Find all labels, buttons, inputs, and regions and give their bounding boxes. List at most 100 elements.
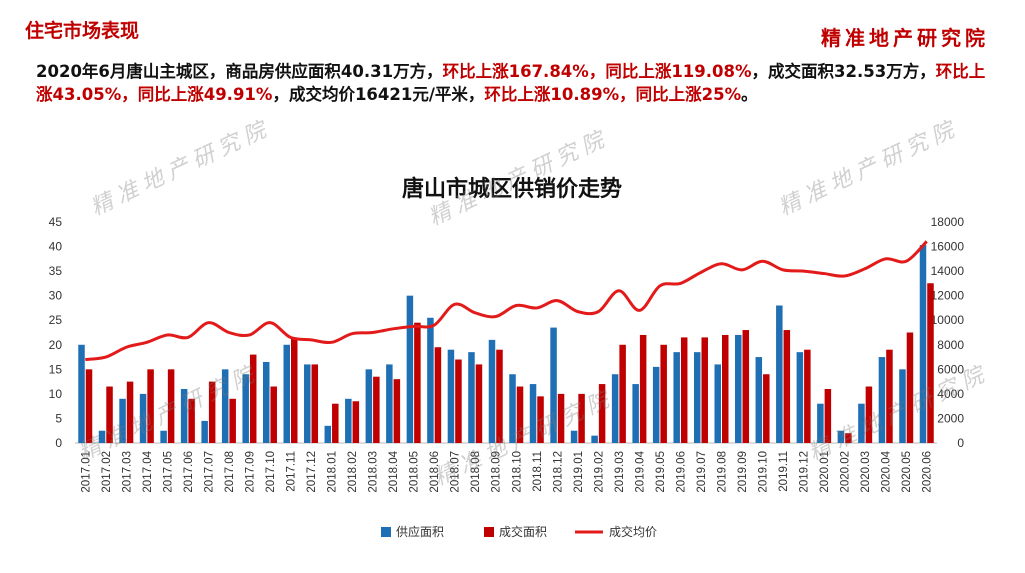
bar-deal-area: [742, 330, 750, 443]
x-tick-label: 2019.04: [634, 450, 646, 492]
x-tick-label: 2017.07: [203, 451, 215, 493]
bar-deal-area: [147, 369, 154, 443]
bar-supply: [201, 420, 208, 443]
summary-part-7: 。: [741, 85, 758, 104]
x-tick-label: 2019.03: [614, 451, 626, 493]
y-left-tick-label: 15: [49, 362, 63, 376]
bar-supply: [878, 357, 886, 443]
x-tick-label: 2018.11: [532, 451, 544, 492]
bar-supply: [591, 435, 598, 443]
bar-deal-area: [701, 337, 708, 443]
x-tick-label: 2020.03: [860, 451, 872, 493]
x-tick-label: 2019.02: [593, 451, 605, 493]
y-right-tick-label: 10000: [931, 313, 965, 327]
bar-supply: [919, 245, 927, 443]
legend-swatch-supply: [381, 527, 391, 537]
bar-deal-area: [414, 322, 421, 443]
bar-deal-area: [557, 393, 565, 443]
x-tick-label: 2018.07: [450, 451, 462, 493]
x-tick-label: 2017.05: [162, 451, 174, 493]
x-tick-label: 2018.09: [491, 451, 503, 493]
bar-deal-area: [537, 396, 544, 443]
y-right-tick-label: 18000: [931, 215, 965, 229]
bar-supply: [386, 364, 393, 443]
bar-deal-area: [434, 347, 442, 443]
x-tick-label: 2018.02: [347, 451, 359, 493]
y-right-tick-label: 12000: [931, 289, 965, 303]
bar-deal-area: [660, 344, 667, 443]
bar-deal-area: [865, 386, 873, 443]
legend-swatch-deal-area: [484, 527, 494, 537]
x-tick-label: 2017.02: [101, 451, 113, 493]
bar-supply: [262, 361, 270, 443]
chart-title: 唐山市城区供销价走势: [402, 176, 622, 202]
x-tick-label: 2018.10: [511, 451, 523, 493]
x-tick-label: 2018.04: [388, 450, 400, 492]
bar-supply: [160, 430, 167, 443]
bar-deal-area: [722, 334, 729, 443]
bar-deal-area: [291, 337, 298, 443]
y-right-tick-label: 2000: [937, 411, 964, 425]
bar-deal-area: [249, 354, 257, 443]
bar-supply: [488, 339, 496, 443]
bar-supply: [139, 393, 147, 443]
x-tick-label: 2017.03: [121, 451, 133, 493]
bar-deal-area: [208, 381, 216, 443]
bar-supply: [283, 344, 290, 443]
bar-deal-area: [763, 374, 770, 443]
y-left-tick-label: 35: [49, 264, 63, 278]
bar-supply: [304, 364, 311, 443]
bar-supply: [755, 357, 763, 443]
x-tick-label: 2019.12: [799, 451, 811, 493]
x-tick-label: 2019.06: [675, 451, 687, 493]
x-tick-label: 2018.05: [409, 451, 421, 493]
bar-supply: [693, 352, 701, 443]
bar-deal-area: [619, 344, 626, 443]
bar-supply: [406, 295, 414, 443]
bar-supply: [427, 317, 434, 443]
x-tick-label: 2020.05: [901, 451, 913, 493]
bar-supply: [98, 430, 106, 443]
x-tick-label: 2020.01: [819, 451, 831, 493]
summary-part-5: ，成交均价16421元/平米，: [272, 85, 485, 104]
summary-part-3: ，成交面积32.53万方，: [751, 62, 936, 81]
x-tick-label: 2017.06: [183, 451, 195, 493]
y-right-tick-label: 6000: [937, 362, 964, 376]
bar-deal-area: [639, 334, 647, 443]
bar-supply: [345, 398, 352, 443]
y-left-tick-label: 0: [55, 436, 62, 450]
y-right-tick-label: 8000: [937, 338, 964, 352]
y-left-tick-label: 40: [49, 240, 63, 254]
y-left-tick-label: 45: [49, 215, 63, 229]
bar-supply: [796, 352, 804, 443]
x-tick-label: 2017.11: [286, 451, 298, 492]
bar-deal-area: [475, 364, 483, 443]
y-left-tick-label: 5: [55, 411, 62, 425]
legend-label-avg-price: 成交均价: [609, 524, 657, 539]
x-tick-label: 2017.09: [244, 451, 256, 493]
bar-supply: [365, 369, 373, 443]
bar-deal-area: [332, 403, 339, 443]
bar-supply: [221, 369, 229, 443]
bar-supply: [550, 327, 557, 443]
legend-label-deal-area: 成交面积: [499, 524, 547, 539]
bar-deal-area: [804, 349, 811, 443]
x-tick-label: 2019.05: [655, 451, 667, 493]
summary-text: 2020年6月唐山主城区，商品房供应面积40.31万方，环比上涨167.84%，…: [36, 60, 991, 106]
x-tick-label: 2020.06: [922, 451, 934, 493]
bar-supply: [714, 364, 721, 443]
x-tick-label: 2019.10: [758, 451, 770, 493]
bar-supply: [78, 344, 85, 443]
bar-supply: [858, 403, 865, 443]
y-left-tick-label: 10: [49, 387, 63, 401]
bar-deal-area: [270, 386, 277, 443]
bar-supply: [529, 384, 537, 443]
bar-deal-area: [516, 386, 524, 443]
summary-part-1: 2020年6月唐山主城区，商品房供应面积40.31万方，: [36, 62, 443, 81]
bar-deal-area: [824, 388, 832, 443]
bar-supply: [468, 352, 475, 443]
x-tick-label: 2017.08: [224, 451, 236, 493]
x-tick-label: 2020.04: [881, 450, 893, 492]
bar-deal-area: [106, 386, 113, 443]
